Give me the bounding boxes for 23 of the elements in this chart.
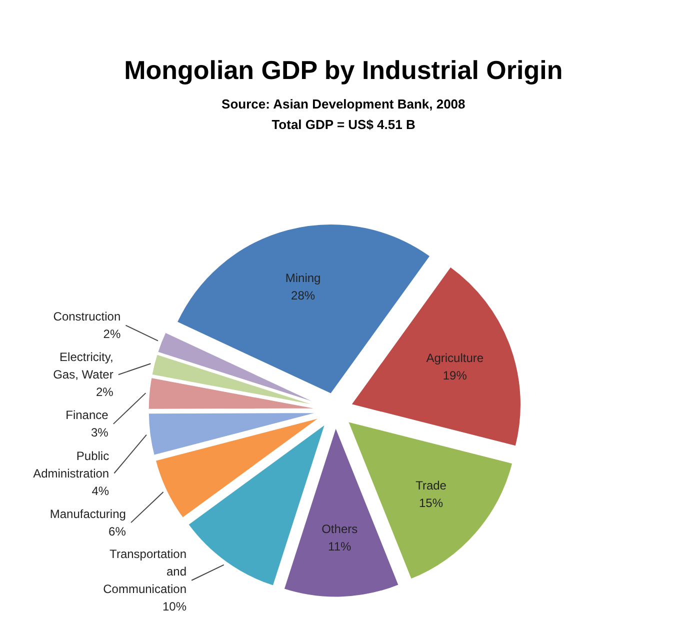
- data-label: 3%: [90, 426, 109, 440]
- data-label: 4%: [92, 484, 110, 498]
- slice-label: Others: [322, 522, 358, 536]
- slice-label: Manufacturing: [50, 506, 126, 521]
- data-label: 15%: [419, 496, 444, 510]
- chart-subtitle: Source: Asian Development Bank, 2008: [222, 96, 466, 112]
- data-label: 19%: [442, 368, 468, 382]
- slice-label: Trade: [416, 478, 447, 493]
- slice-label: Construction: [53, 310, 121, 324]
- slice-label: Electricity, Gas, Water: [53, 350, 114, 382]
- data-label: 28%: [291, 288, 316, 303]
- slice-label: Mining: [285, 271, 321, 286]
- text: Total GDP = US$ 4.51 B: [272, 117, 416, 132]
- data-label: 2%: [96, 385, 114, 400]
- data-label: 2%: [103, 327, 121, 342]
- data-label: 6%: [108, 524, 126, 538]
- data-label: 10%: [162, 600, 187, 614]
- slice-label: Agriculture: [426, 350, 484, 365]
- chart-title: Mongolian GDP by Industrial Origin: [124, 55, 563, 86]
- data-label: 11%: [328, 540, 352, 554]
- slice-label: Finance: [66, 408, 109, 422]
- slice-label: Public Administration: [33, 448, 110, 480]
- slice-label: Transportation and Communication: [103, 547, 186, 596]
